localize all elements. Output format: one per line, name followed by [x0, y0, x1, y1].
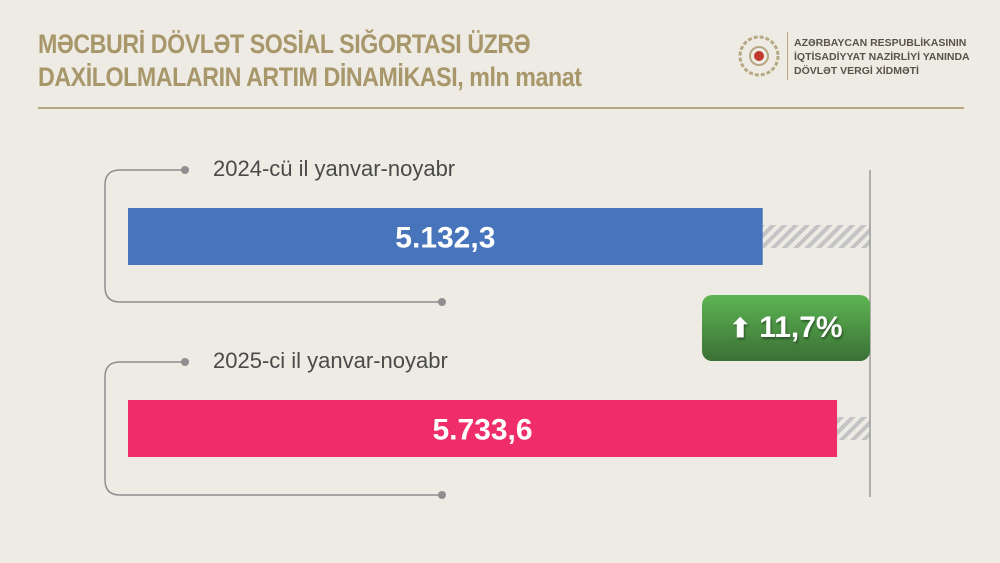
- bar-1: [128, 400, 838, 457]
- remaining-hatch: [837, 417, 870, 440]
- growth-value: 11,7%: [759, 311, 843, 344]
- category-label-2025: 2025-ci il yanvar-noyabr: [213, 348, 448, 373]
- org-line-1: AZƏRBAYCAN RESPUBLİKASININ: [794, 37, 967, 49]
- bracket-dot: [181, 358, 189, 366]
- bracket-dot: [181, 166, 189, 174]
- bar-0: [128, 208, 763, 265]
- bracket-line: [104, 361, 442, 496]
- emblem-logo: [738, 35, 780, 77]
- growth-badge: ⬆ 11,7%: [702, 295, 870, 361]
- data-label-1: 5.733,6: [432, 414, 532, 447]
- chart-title: MƏCBURİ DÖVLƏT SOSİAL SIĞORTASI ÜZRƏ DAXİ…: [38, 28, 582, 94]
- bracket-dot: [438, 491, 446, 499]
- logo-divider: [787, 32, 788, 80]
- org-line-2: İQTİSADİYYAT NAZİRLİYİ YANINDA: [794, 51, 970, 63]
- org-line-3: DÖVLƏT VERGİ XİDMƏTİ: [794, 65, 919, 77]
- category-label-2024: 2024-cü il yanvar-noyabr: [213, 156, 456, 181]
- bracket-dot: [438, 298, 446, 306]
- data-label-0: 5.132,3: [395, 222, 495, 255]
- remaining-hatch: [762, 225, 870, 248]
- bracket-line: [104, 169, 442, 303]
- title-line-1: MƏCBURİ DÖVLƏT SOSİAL SIĞORTASI ÜZRƏ: [38, 29, 531, 59]
- title-line-2: DAXİLOLMALARIN ARTIM DİNAMİKASI, mln man…: [38, 62, 582, 92]
- organization-name: AZƏRBAYCAN RESPUBLİKASININ İQTİSADİYYAT N…: [794, 36, 970, 78]
- arrow-up-icon: ⬆: [729, 312, 752, 343]
- header-divider: [38, 107, 964, 109]
